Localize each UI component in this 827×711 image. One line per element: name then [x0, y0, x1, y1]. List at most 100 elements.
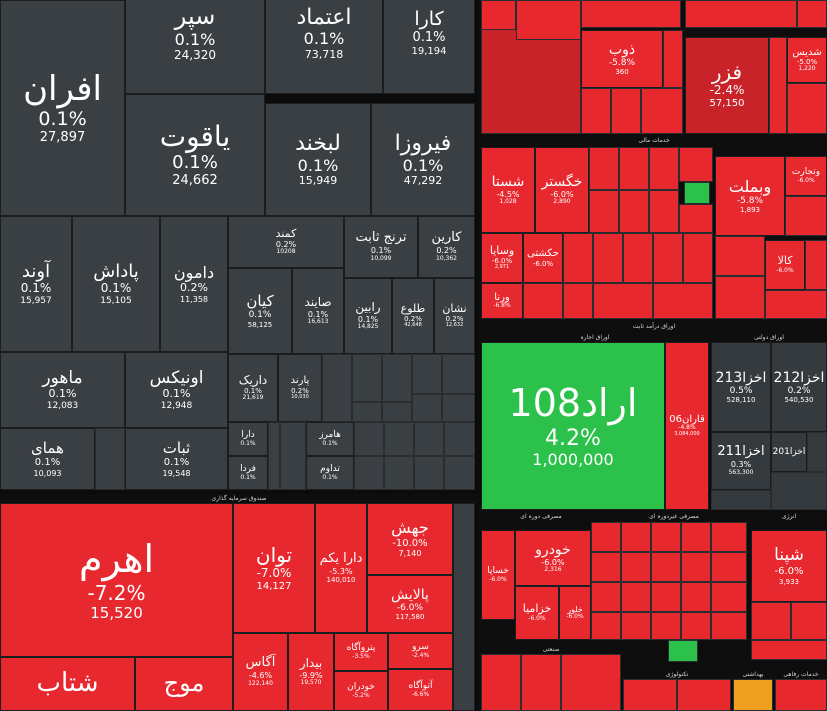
stock-tile-small[interactable] — [785, 196, 827, 236]
fund-tile[interactable]: همای 0.1% 10,093 — [0, 428, 95, 490]
fund-tile[interactable]: اعتماد 0.1% 73,718 — [265, 0, 383, 94]
stock-tile-small[interactable] — [681, 522, 711, 552]
stock-tile-small[interactable] — [787, 83, 827, 134]
fund-tile[interactable]: ترنج ثابت 0.1% 10,099 — [344, 216, 418, 278]
fund-tile-small[interactable] — [352, 354, 382, 402]
fund-tile[interactable]: کمند 0.2% 10208 — [228, 216, 344, 268]
stock-tile-small[interactable] — [715, 236, 765, 276]
stock-tile-small[interactable] — [523, 283, 563, 319]
stock-tile-small[interactable] — [711, 612, 747, 640]
stock-tile[interactable]: حکشتی -6.0% — [523, 233, 563, 283]
fund-tile[interactable]: سپر 0.1% 24,320 — [125, 0, 265, 94]
stock-tile-small[interactable] — [765, 290, 827, 319]
stock-tile-small[interactable] — [621, 612, 651, 640]
stock-tile-small[interactable] — [621, 522, 651, 552]
fund-tile[interactable]: لبخند 0.1% 15,949 — [265, 103, 371, 216]
stock-tile-small[interactable] — [677, 679, 731, 711]
fund-tile[interactable]: صایند 0.1% 16,613 — [292, 268, 344, 354]
stock-tile[interactable]: وبملت -5.8% 1,893 — [715, 156, 785, 236]
stock-tile[interactable]: وسایا -6.0% 2,971 — [481, 233, 523, 283]
stock-tile-small[interactable] — [751, 640, 827, 660]
stock-tile-small[interactable] — [581, 0, 681, 28]
stock-tile-small[interactable] — [797, 0, 827, 28]
stock-tile-small[interactable] — [589, 147, 619, 190]
stock-tile[interactable]: موج — [135, 657, 233, 711]
stock-tile-small[interactable] — [751, 602, 791, 640]
bond-tile-small[interactable] — [771, 472, 827, 510]
stock-tile-small[interactable] — [621, 552, 651, 582]
fund-tile[interactable]: اونیکس 0.1% 12,948 — [125, 352, 228, 428]
stock-tile-small[interactable] — [561, 654, 621, 711]
stock-tile[interactable]: خساپا -6.0% — [481, 530, 515, 620]
fund-tile-small[interactable] — [382, 402, 412, 422]
stock-tile[interactable]: بیدار -9.9% 19,570 — [288, 633, 334, 711]
stock-tile-small[interactable] — [481, 654, 521, 711]
stock-tile-small[interactable] — [769, 37, 787, 134]
stock-tile-small[interactable] — [591, 612, 621, 640]
bond-tile[interactable]: اخزا212 0.2% 540,530 — [771, 342, 827, 432]
stock-tile-small[interactable] — [581, 88, 611, 134]
fund-tile-small[interactable] — [280, 422, 306, 490]
stock-tile-small[interactable] — [516, 0, 581, 40]
stock-tile-small[interactable] — [651, 522, 681, 552]
stock-tile-small[interactable] — [641, 88, 683, 134]
stock-tile[interactable]: جهش -10.0% 7,140 — [367, 503, 453, 575]
stock-tile[interactable]: ورنا -6.8% — [481, 283, 523, 319]
stock-tile-small[interactable] — [611, 88, 641, 134]
fund-tile-small[interactable] — [414, 456, 444, 490]
stock-tile-small[interactable] — [651, 582, 681, 612]
fund-tile[interactable]: دامون 0.2% 11,358 — [160, 216, 228, 352]
fund-tile[interactable]: پارند 0.2% 10,030 — [278, 354, 322, 422]
stock-tile-small[interactable] — [563, 283, 593, 319]
stock-tile[interactable]: فزر -2.4% 57,150 — [685, 37, 769, 134]
fund-tile[interactable]: کیان 0.1% 58,125 — [228, 268, 292, 354]
fund-tile[interactable]: افران 0.1% 27,897 — [0, 0, 125, 216]
stock-tile[interactable]: آگاس -4.6% 122,140 — [233, 633, 288, 711]
bond-tile[interactable]: اخزا201 — [771, 432, 807, 472]
stock-tile[interactable]: آتوآگاه -6.6% — [388, 669, 453, 711]
fund-tile[interactable]: رابین 0.1% 14,825 — [344, 278, 392, 354]
stock-tile-small[interactable] — [685, 0, 797, 28]
bond-tile-small[interactable] — [711, 490, 771, 510]
stock-tile-small[interactable] — [681, 552, 711, 582]
stock-tile[interactable]: وتجارت -6.0% — [785, 156, 827, 196]
stock-tile[interactable]: ذوب -5.8% 360 — [581, 30, 663, 88]
stock-tile[interactable]: شستا -4.5% 1,028 — [481, 147, 535, 233]
stock-tile[interactable]: توان -7.0% 14,127 — [233, 503, 315, 633]
fund-tile[interactable]: طلوع 0.2% 42,648 — [392, 278, 434, 354]
fund-tile-small[interactable] — [95, 428, 125, 490]
bond-tile-positive[interactable]: اراد108 4.2% 1,000,000 — [481, 342, 665, 510]
bond-tile[interactable]: قاران06 -4.8% 3,084,000 — [665, 342, 709, 510]
stock-tile[interactable]: دارا یکم -5.3% 140,010 — [315, 503, 367, 633]
stock-tile-small[interactable] — [653, 233, 683, 283]
stock-tile[interactable]: سرو -2.4% — [388, 633, 453, 669]
stock-tile-small[interactable] — [623, 233, 653, 283]
stock-tile-small-positive[interactable] — [684, 182, 710, 204]
stock-tile[interactable]: خزامیا -6.0% — [515, 586, 559, 640]
fund-tile[interactable]: یاقوت 0.1% 24,662 — [125, 94, 265, 216]
fund-tile[interactable]: فردا 0.1% — [228, 456, 268, 490]
fund-tile-small[interactable] — [442, 394, 475, 422]
stock-tile-small[interactable] — [651, 552, 681, 582]
fund-tile-small[interactable] — [442, 354, 475, 394]
stock-tile-small[interactable] — [679, 204, 713, 233]
fund-tile[interactable]: کارا 0.1% 19,194 — [383, 0, 475, 94]
fund-tile[interactable]: کارین 0.2% 10,362 — [418, 216, 475, 278]
stock-tile-small[interactable] — [563, 233, 593, 283]
stock-tile[interactable]: کالا -6.0% — [765, 240, 805, 290]
stock-tile-small[interactable] — [651, 612, 681, 640]
stock-tile-small[interactable] — [619, 147, 649, 190]
fund-tile[interactable]: تداوم 0.1% — [306, 456, 354, 490]
fund-tile-small[interactable] — [444, 422, 475, 456]
fund-tile-small[interactable] — [268, 422, 280, 490]
fund-tile-small[interactable] — [352, 402, 382, 422]
stock-tile-small[interactable] — [621, 582, 651, 612]
bond-tile-small[interactable] — [807, 432, 827, 472]
fund-tile-small[interactable] — [322, 354, 352, 422]
fund-tile-small[interactable] — [354, 456, 384, 490]
stock-tile[interactable]: خودرو -6.0% 2,316 — [515, 530, 591, 586]
stock-tile-small[interactable] — [591, 522, 621, 552]
stock-tile-small[interactable] — [591, 552, 621, 582]
fund-tile-small[interactable] — [412, 394, 442, 422]
fund-tile-small[interactable] — [384, 456, 414, 490]
